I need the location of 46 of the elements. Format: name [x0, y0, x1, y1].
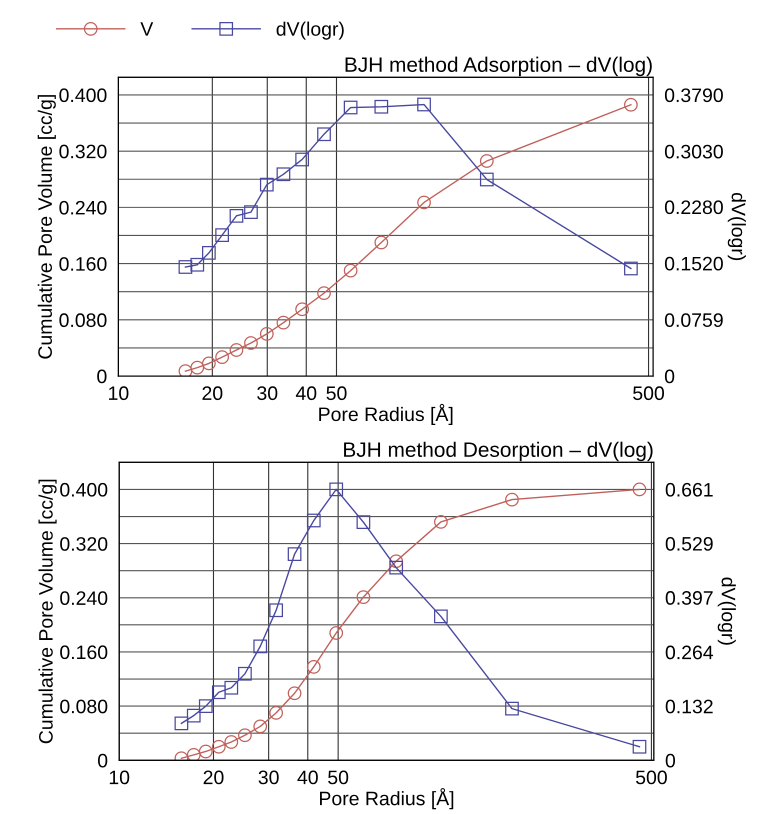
y2-axis-title: dV(logr)	[718, 578, 736, 645]
x-tick-label: 500	[633, 386, 664, 400]
y-tick-label: 0.240	[59, 200, 107, 215]
y2-tick-label: 0.132	[666, 700, 713, 714]
y-tick-label: 0.160	[59, 257, 107, 271]
x-tick-label: 20	[204, 770, 224, 784]
y2-tick-label: 0.0759	[664, 313, 723, 327]
y-tick-label: 0.080	[59, 313, 107, 328]
y-axis-title: Cumulative Pore Volume [cc/g]	[38, 95, 56, 359]
x-tick-label: 10	[110, 770, 130, 784]
x-tick-label: 30	[258, 770, 279, 784]
x-tick-label: 40	[296, 386, 316, 400]
y-tick-label: 0	[97, 370, 107, 384]
y-tick-label: 0.320	[59, 144, 107, 158]
x-axis-title: Pore Radius [Å]	[320, 788, 454, 810]
y2-tick-label: 0.3030	[664, 144, 723, 159]
y2-tick-label: 0.1520	[664, 256, 723, 271]
y2-tick-label: 0	[666, 754, 676, 768]
x-axis-title: Pore Radius [Å]	[319, 404, 452, 425]
y-tick-label: 0	[98, 754, 108, 768]
chart-title: BJH method Desorption – dV(log)	[344, 442, 653, 462]
chart-title: BJH method Adsorption – dV(log)	[346, 56, 652, 76]
y2-tick-label: 0.264	[666, 646, 714, 660]
x-tick-label: 50	[328, 770, 348, 784]
legend-label: V	[140, 22, 154, 36]
y2-tick-label: 0	[664, 370, 674, 384]
y-tick-label: 0.400	[59, 88, 107, 102]
x-tick-label: 30	[257, 386, 278, 400]
y2-tick-label: 0.3790	[664, 88, 723, 102]
y-axis-title: Cumulative Pore Volume [cc/g]	[38, 480, 57, 744]
y-tick-label: 0.240	[60, 591, 108, 606]
y2-tick-label: 0.397	[666, 591, 713, 605]
legend-label: dV(logr)	[276, 22, 344, 40]
y2-axis-title: dV(logr)	[728, 192, 746, 260]
y2-tick-label: 0.529	[666, 536, 713, 551]
y-tick-label: 0.320	[60, 537, 108, 551]
y2-tick-label: 0.661	[666, 482, 713, 497]
x-tick-label: 500	[636, 770, 667, 784]
y-tick-label: 0.400	[60, 482, 108, 497]
y2-tick-label: 0.2280	[664, 200, 723, 214]
y-tick-label: 0.160	[60, 645, 108, 660]
x-tick-label: 50	[326, 386, 347, 400]
x-tick-label: 20	[202, 386, 222, 400]
x-tick-label: 10	[109, 386, 128, 400]
x-tick-label: 40	[297, 770, 318, 784]
y-tick-label: 0.080	[60, 700, 108, 714]
